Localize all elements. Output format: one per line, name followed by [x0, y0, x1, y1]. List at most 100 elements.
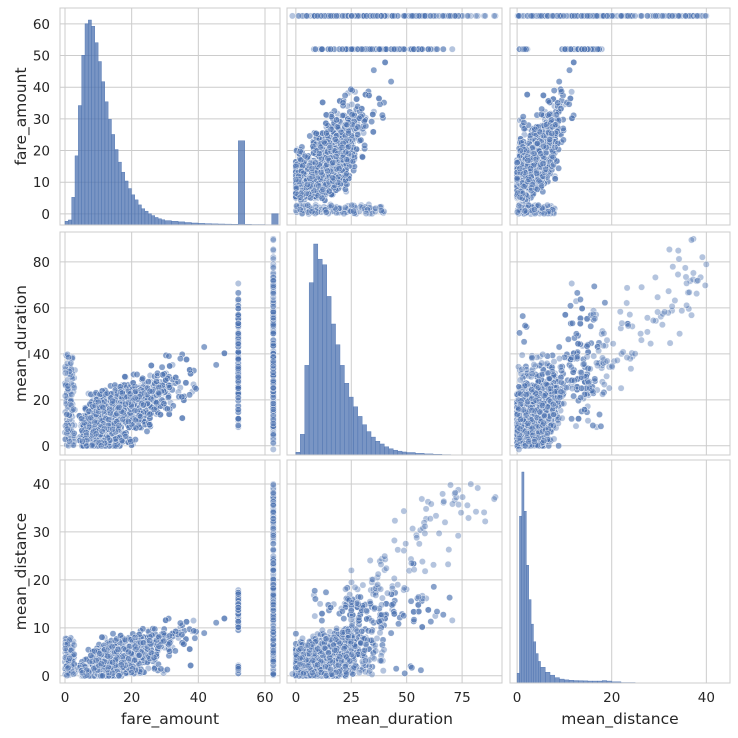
y-tick-label: 50 [33, 49, 50, 65]
scatter-point [343, 170, 350, 178]
scatter-point [329, 159, 337, 167]
scatter-point [311, 159, 319, 167]
scatter-point [369, 111, 377, 118]
scatter-point [338, 45, 346, 53]
scatter-point [333, 116, 340, 124]
scatter-point [306, 175, 314, 182]
scatter-point [327, 125, 335, 133]
histogram-bar [84, 23, 89, 226]
histogram-bar [78, 105, 82, 226]
scatter-point [439, 45, 447, 53]
histogram-bar [141, 208, 146, 226]
scatter-point [400, 45, 408, 53]
scatter-point [355, 114, 363, 122]
scatter-point [327, 202, 335, 210]
scatter-point [319, 185, 327, 193]
histogram-bar [68, 219, 72, 226]
scatter-point [400, 12, 408, 20]
scatter-point [348, 201, 356, 209]
scatter-point [327, 45, 334, 53]
scatter-point [418, 45, 426, 53]
histogram-bar [118, 161, 122, 226]
scatter-point [292, 176, 300, 183]
histogram-bar [161, 219, 166, 226]
histogram-bar [271, 213, 279, 226]
scatter-point [331, 135, 339, 143]
scatter-point [451, 12, 459, 20]
histogram-bar [104, 101, 109, 226]
scatter-point [333, 12, 340, 20]
scatter-point [348, 12, 356, 20]
scatter-point [463, 12, 471, 20]
scatter-point [358, 152, 366, 160]
scatter-point [322, 119, 330, 127]
scatter-point [390, 45, 398, 53]
scatter-point [318, 45, 326, 53]
scatter-point [350, 207, 357, 215]
scatter-point [304, 201, 312, 209]
scatter-point [317, 168, 325, 176]
scatter-point [296, 147, 304, 155]
scatter-point [322, 111, 330, 119]
scatter-point [472, 12, 480, 20]
scatter-point [325, 187, 333, 195]
histogram-bar [124, 180, 129, 226]
scatter-point [363, 12, 370, 20]
histogram-bar [128, 188, 132, 226]
scatter-point [410, 45, 418, 53]
scatter-point [365, 92, 373, 99]
histogram-bar [108, 119, 112, 226]
y-tick-label: 20 [33, 144, 50, 160]
scatter-point [520, 119, 528, 127]
scatter-point [335, 165, 343, 173]
scatter-point [312, 130, 320, 137]
scatter-point [568, 88, 575, 96]
scatter-point [319, 99, 326, 106]
scatter-point [490, 12, 498, 20]
scatter-point [361, 142, 368, 149]
histogram-bar [154, 217, 159, 226]
scatter-point [341, 92, 349, 99]
scatter-point [347, 85, 355, 93]
histogram-bar [114, 149, 119, 226]
histogram-bar [81, 55, 85, 226]
scatter-point [299, 162, 306, 170]
scatter-point [565, 100, 573, 108]
histogram-bar [98, 61, 102, 226]
histogram-bar [148, 213, 152, 226]
histogram-bar [94, 42, 99, 226]
histogram-bar [238, 140, 245, 226]
y-tick-label: 10 [33, 175, 50, 191]
histogram-bar [74, 155, 79, 226]
histogram-bar [101, 81, 105, 226]
pairplot-panels: 0102030405060fare_amount020406080mean_du… [12, 7, 731, 729]
scatter-point [433, 45, 441, 53]
scatter-point [292, 162, 300, 170]
histogram-bar [138, 204, 142, 226]
y-tick-label: 60 [33, 17, 50, 33]
scatter-point [343, 156, 351, 163]
scatter-point [340, 210, 348, 218]
scatter-point [338, 143, 346, 151]
histogram-bar [91, 26, 95, 226]
panel-fare_amount-vs-mean_duration [286, 7, 503, 226]
scatter-point [375, 95, 383, 102]
scatter-point [313, 12, 321, 20]
histogram-bar [144, 210, 149, 226]
scatter-point [355, 12, 363, 20]
scatter-point [439, 12, 446, 20]
scatter-point [315, 150, 323, 158]
scatter-point [306, 132, 314, 140]
scatter-point [332, 152, 340, 160]
scatter-point [555, 78, 563, 86]
histogram-bar [171, 221, 179, 226]
histogram-bar [158, 218, 162, 226]
scatter-point [362, 210, 370, 217]
scatter-point [358, 105, 366, 113]
histogram-bar [151, 215, 156, 226]
scatter-point [424, 45, 432, 53]
scatter-point [374, 12, 381, 20]
y-axis-label: fare_amount [12, 67, 31, 165]
scatter-point [339, 12, 346, 20]
